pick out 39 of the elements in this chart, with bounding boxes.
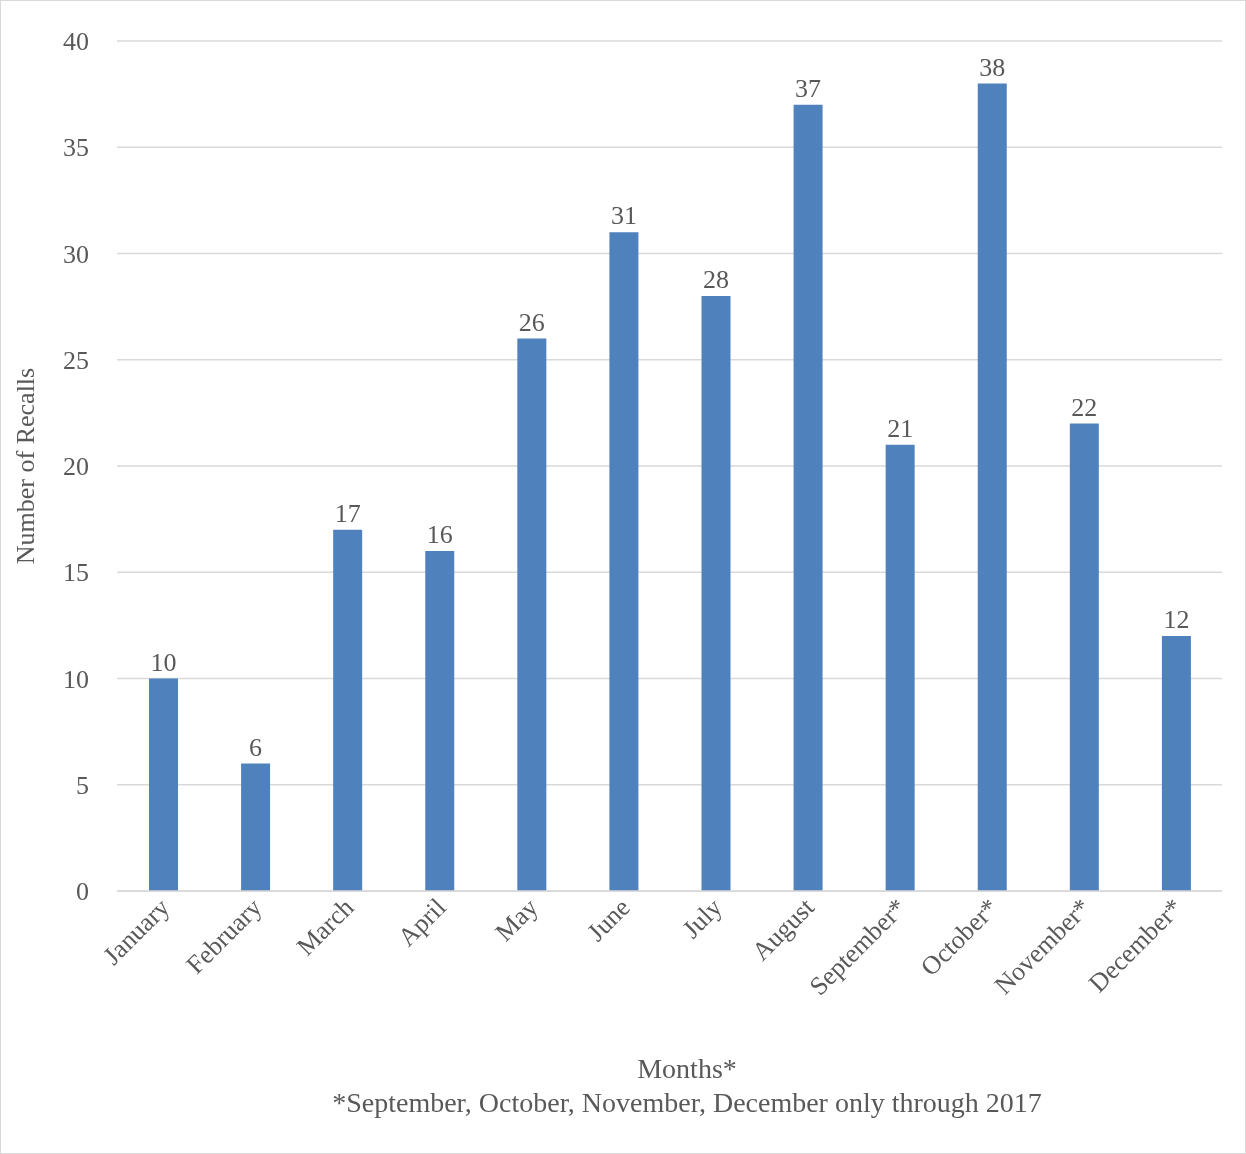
data-label: 10 [150, 647, 177, 677]
data-label: 6 [249, 732, 263, 762]
data-label: 21 [887, 413, 914, 443]
y-tick-label: 5 [76, 770, 89, 800]
x-axis-title: Months* [636, 1053, 738, 1085]
y-tick-label: 20 [63, 452, 89, 482]
data-label: 38 [979, 52, 1006, 82]
y-tick-label: 25 [63, 345, 89, 375]
text: *September, October, November, December only through 2017 [331, 1087, 1043, 1119]
bar [885, 444, 915, 891]
y-tick-label: 15 [63, 558, 89, 588]
y-tick-label: 0 [76, 877, 89, 907]
bar [241, 763, 271, 891]
y-tick-label: 30 [63, 239, 89, 269]
bar [793, 104, 823, 891]
bar [701, 296, 731, 891]
bar [609, 232, 639, 891]
data-label: 12 [1163, 605, 1190, 634]
bar [1069, 423, 1099, 891]
bar [517, 338, 547, 891]
y-tick-label: 40 [63, 27, 89, 57]
bar [425, 551, 455, 891]
data-label: 26 [518, 307, 545, 337]
data-label: 17 [334, 498, 361, 528]
bar [333, 529, 363, 891]
y-tick-label: 35 [63, 133, 89, 163]
data-label: 28 [703, 265, 729, 294]
bar [1161, 636, 1191, 891]
x-tick-label: June [581, 892, 636, 947]
bar [977, 83, 1007, 891]
x-tick-label: May [489, 892, 544, 947]
data-label: 22 [1071, 392, 1098, 422]
y-tick-label: 10 [63, 664, 89, 694]
data-label: 31 [610, 201, 637, 231]
bar [149, 678, 178, 891]
y-axis-title: Number of Recalls [11, 367, 41, 565]
data-label: 37 [795, 73, 822, 103]
data-label: 16 [426, 520, 453, 549]
x-tick-label: July [676, 892, 728, 944]
